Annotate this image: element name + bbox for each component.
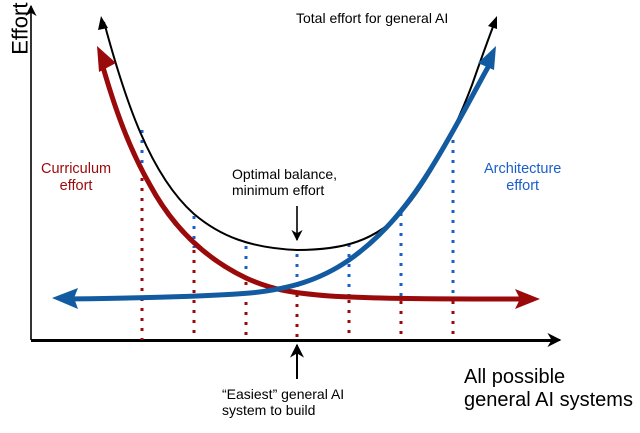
architecture-arrowhead-left bbox=[52, 288, 78, 309]
total-effort-curve bbox=[98, 16, 497, 252]
easiest-label-line1: “Easiest” general AI bbox=[222, 386, 345, 402]
architecture-effort-label: Architecture effort bbox=[484, 161, 561, 194]
architecture-arrowhead-up bbox=[478, 46, 496, 70]
architecture-effort-curve bbox=[52, 46, 496, 309]
x-axis-label-line1: All possible bbox=[464, 366, 566, 388]
optimal-label-line2: minimum effort bbox=[232, 182, 325, 199]
curriculum-effort-curve bbox=[97, 46, 540, 309]
total-effort-label: Total effort for general AI bbox=[296, 10, 449, 26]
optimal-balance-label: Optimal balance, minimum effort bbox=[232, 166, 337, 198]
total-arrowhead-left bbox=[98, 16, 108, 30]
axes bbox=[25, 4, 562, 347]
curriculum-arrowhead-right bbox=[515, 289, 540, 309]
curriculum-arrowhead-up bbox=[97, 46, 116, 72]
curriculum-label-line2: effort bbox=[59, 177, 93, 194]
easiest-system-label: “Easiest” general AI system to build bbox=[222, 386, 344, 418]
curriculum-label-line1: Curriculum bbox=[41, 161, 112, 177]
x-axis-label: All possible general AI systems bbox=[464, 366, 633, 412]
total-arrowhead-right bbox=[488, 16, 497, 29]
x-axis-label-line2: general AI systems bbox=[464, 389, 633, 411]
optimal-label-line1: Optimal balance, bbox=[232, 166, 338, 182]
architecture-label-line1: Architecture bbox=[484, 161, 562, 177]
curriculum-effort-label: Curriculum effort bbox=[41, 161, 111, 194]
architecture-label-line2: effort bbox=[506, 177, 540, 194]
y-axis-label: Effort bbox=[7, 2, 33, 55]
easiest-label-line2: system to build bbox=[222, 402, 316, 419]
